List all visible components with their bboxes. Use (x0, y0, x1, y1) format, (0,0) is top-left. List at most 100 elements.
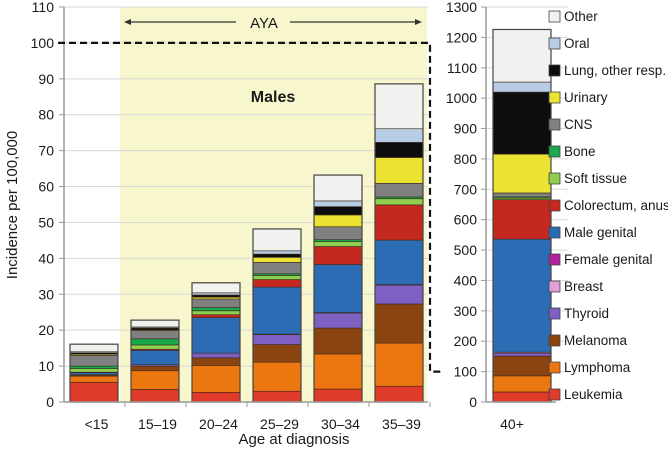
aya-arrowhead-right (415, 19, 422, 25)
bar-segment (191, 307, 241, 312)
bar-segment (252, 344, 302, 363)
legend-swatch (548, 226, 561, 239)
bar-segment (130, 370, 180, 390)
x-tick-label: 35–39 (382, 416, 421, 432)
legend-item: CNS (548, 117, 593, 132)
bar-stack-<15 (69, 343, 119, 403)
legend-label: Male genital (564, 225, 637, 240)
y-tick-label-left: 100 (31, 35, 55, 51)
bar-segment (130, 344, 180, 350)
legend-item: Lymphoma (548, 360, 631, 375)
y-tick-label-right: 900 (454, 121, 478, 137)
legend-label: Female genital (564, 252, 653, 267)
bar-segment (313, 226, 363, 240)
bar-segment (374, 303, 424, 344)
y-tick-label-left: 0 (46, 394, 54, 410)
legend-label: Oral (564, 36, 590, 51)
y-tick-label-right: 600 (454, 212, 478, 228)
bar-segment (313, 264, 363, 313)
bar-segment (191, 365, 241, 393)
bar-segment (252, 262, 302, 275)
bar-segment (313, 327, 363, 355)
bar-segment (492, 238, 552, 353)
zoom-reference-dashed-line (58, 41, 442, 373)
aya-bracket-label: AYA (250, 15, 278, 32)
legend-item: Oral (548, 36, 590, 51)
bar-segment (191, 352, 241, 359)
y-axis-label: Incidence per 100,000 (4, 131, 21, 279)
y-tick-label-right: 400 (454, 272, 478, 288)
legend-swatch (548, 307, 561, 320)
bar-segment (492, 391, 552, 403)
bar-segment (374, 142, 424, 158)
y-tick-label-right: 1200 (446, 29, 477, 45)
bar-segment (374, 83, 424, 130)
legend-swatch (548, 334, 561, 347)
bar-segment (69, 375, 119, 383)
y-tick-label-left: 30 (38, 286, 54, 302)
bar-segment (374, 198, 424, 206)
y-tick-label-right: 1000 (446, 90, 477, 106)
bar-segment (492, 91, 552, 155)
bar-segment (313, 206, 363, 216)
legend-item: Other (548, 9, 598, 24)
legend-label: Bone (564, 144, 596, 159)
bar-segment (374, 157, 424, 184)
bar-segment (374, 204, 424, 241)
legend-swatch (548, 10, 561, 23)
legend-swatch (548, 37, 561, 50)
x-tick-label: 20–24 (199, 416, 238, 432)
bar-segment (313, 241, 363, 247)
x-tick-label: 25–29 (260, 416, 299, 432)
bar-segment (313, 200, 363, 207)
bar-segment (191, 292, 241, 296)
chart-title: Males (251, 89, 296, 106)
bar-segment (374, 284, 424, 305)
x-tick-label: 15–19 (138, 416, 177, 432)
y-tick-label-left: 40 (38, 250, 54, 266)
legend-swatch (548, 199, 561, 212)
legend-label: Other (564, 9, 598, 24)
bar-segment (191, 298, 241, 308)
legend-swatch (548, 118, 561, 131)
bar-segment (374, 385, 424, 403)
y-tick-label-left: 80 (38, 107, 54, 123)
bar-segment (492, 375, 552, 393)
legend-item: Bone (548, 144, 596, 159)
y-tick-label-right: 0 (469, 394, 477, 410)
legend-item: Male genital (548, 225, 637, 240)
legend-swatch (548, 361, 561, 374)
legend-item: Urinary (548, 90, 608, 105)
y-tick-label-right: 1300 (446, 0, 477, 15)
legend-item: Soft tissue (548, 171, 627, 186)
bar-segment (374, 239, 424, 285)
legend-label: Leukemia (564, 387, 623, 402)
bar-segment (252, 390, 302, 403)
annotations (58, 19, 442, 373)
legend-swatch (548, 280, 561, 293)
bar-segment (374, 183, 424, 198)
bar-segment (191, 357, 241, 366)
bar-segment (252, 361, 302, 392)
bar-segment (252, 253, 302, 258)
legend-item: Melanoma (548, 333, 628, 348)
legend-label: Colorectum, anus (564, 198, 668, 213)
bar-segment (130, 338, 180, 346)
legend-label: Breast (564, 279, 603, 294)
y-tick-label-right: 1100 (447, 60, 477, 76)
bar-segment (191, 314, 241, 318)
bar-stack-25–29 (252, 228, 302, 403)
aya-arrowhead-left (124, 19, 131, 25)
y-tick-label-left: 50 (38, 214, 54, 230)
bar-segment (313, 353, 363, 390)
bar-segment (69, 381, 119, 403)
bar-segment (492, 81, 552, 93)
bar-segment (492, 199, 552, 240)
bar-stack-20–24 (191, 282, 241, 403)
bar-segment (252, 228, 302, 252)
y-tick-label-right: 300 (454, 303, 478, 319)
bar-segment (130, 330, 180, 340)
y-tick-label-left: 60 (38, 179, 54, 195)
legend-swatch (548, 172, 561, 185)
legend-label: Lung, other resp. (564, 63, 666, 78)
